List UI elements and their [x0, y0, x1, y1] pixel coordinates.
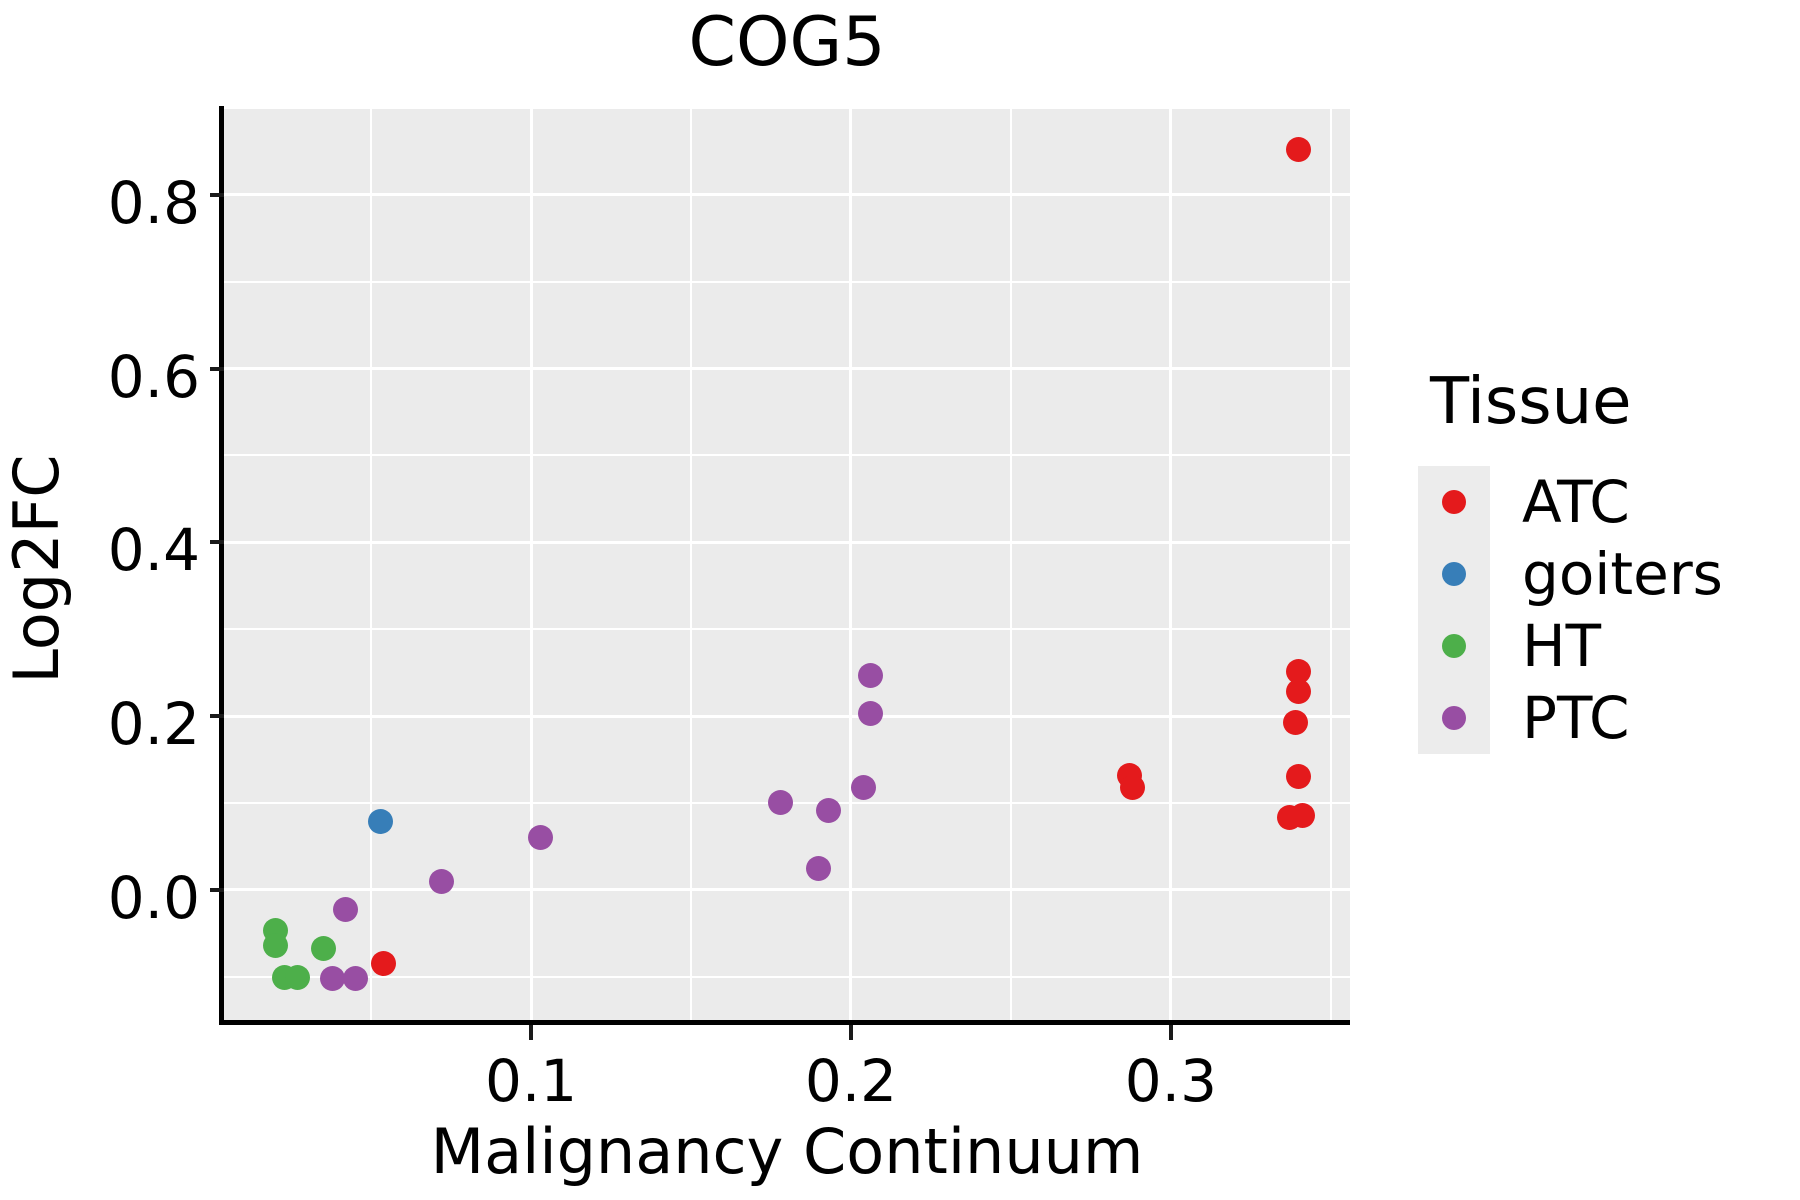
data-point-atc [371, 951, 397, 977]
legend-title: Tissue [1430, 365, 1632, 439]
y-tick-label: 0.0 [107, 863, 200, 932]
legend-key-ptc [1418, 682, 1490, 754]
atc-dot-icon [1442, 490, 1466, 514]
y-tick [210, 192, 224, 197]
major-gridline [1169, 108, 1173, 1020]
minor-gridline [224, 280, 1350, 283]
x-tick-label: 0.1 [484, 1047, 578, 1115]
data-point-ht [310, 936, 336, 962]
data-point-atc [1286, 679, 1312, 705]
legend-label-ht: HT [1522, 612, 1602, 680]
minor-gridline [224, 454, 1350, 457]
data-point-ht [262, 932, 288, 958]
x-tick-label: 0.2 [804, 1047, 898, 1115]
data-point-ptc [816, 798, 842, 824]
legend-key-ht [1418, 610, 1490, 682]
chart-title: COG5 [688, 3, 886, 82]
legend-label-atc: ATC [1522, 468, 1630, 536]
major-gridline [224, 714, 1350, 718]
major-gridline [529, 108, 533, 1020]
data-point-ptc [320, 965, 346, 991]
goiters-dot-icon [1442, 562, 1466, 586]
major-gridline [224, 888, 1350, 892]
legend-label-goiters: goiters [1522, 540, 1723, 608]
minor-gridline [1329, 108, 1332, 1020]
y-tick-label: 0.6 [107, 342, 200, 411]
x-axis-title: Malignancy Continuum [430, 1115, 1144, 1188]
data-point-ptc [429, 869, 455, 895]
major-gridline [224, 193, 1350, 197]
legend-item-ptc: PTC [1418, 682, 1723, 754]
legend-label-ptc: PTC [1522, 684, 1630, 752]
data-point-goiters [368, 809, 394, 835]
data-point-atc [1289, 802, 1315, 828]
data-point-ptc [768, 790, 794, 816]
data-point-ptc [806, 856, 832, 882]
data-point-atc [1119, 774, 1145, 800]
plot-panel [224, 108, 1350, 1020]
legend-items: ATC goiters HT PTC [1418, 466, 1723, 754]
x-tick-label: 0.3 [1124, 1047, 1217, 1115]
major-gridline [849, 108, 853, 1020]
legend-key-atc [1418, 466, 1490, 538]
minor-gridline [370, 108, 373, 1020]
minor-gridline [224, 975, 1350, 978]
data-point-atc [1286, 137, 1312, 163]
major-gridline [224, 540, 1350, 544]
y-tick [210, 366, 224, 371]
y-axis-line [219, 106, 224, 1025]
minor-gridline [224, 108, 1350, 109]
legend-key-goiters [1418, 538, 1490, 610]
legend-item-ht: HT [1418, 610, 1723, 682]
data-point-ptc [857, 700, 883, 726]
y-tick-label: 0.8 [107, 168, 200, 237]
x-axis-line [219, 1020, 1350, 1025]
data-point-atc [1286, 764, 1312, 790]
minor-gridline [690, 108, 693, 1020]
y-tick [210, 540, 224, 545]
x-tick [1168, 1025, 1173, 1040]
data-point-atc [1283, 710, 1309, 736]
y-tick-label: 0.2 [107, 690, 200, 758]
data-point-ptc [333, 897, 359, 923]
ptc-dot-icon [1442, 706, 1466, 730]
data-point-ptc [857, 662, 883, 688]
x-tick [848, 1025, 853, 1040]
minor-gridline [224, 628, 1350, 631]
ht-dot-icon [1442, 634, 1466, 658]
y-tick [210, 887, 224, 892]
data-point-ptc [851, 774, 877, 800]
data-point-ht [285, 964, 311, 990]
x-tick [529, 1025, 534, 1040]
y-tick-label: 0.4 [107, 516, 200, 585]
minor-gridline [1009, 108, 1012, 1020]
legend-item-goiters: goiters [1418, 538, 1723, 610]
y-tick [210, 714, 224, 718]
legend-item-atc: ATC [1418, 466, 1723, 538]
major-gridline [224, 367, 1350, 371]
data-point-ptc [342, 965, 368, 991]
data-point-ptc [528, 825, 554, 851]
